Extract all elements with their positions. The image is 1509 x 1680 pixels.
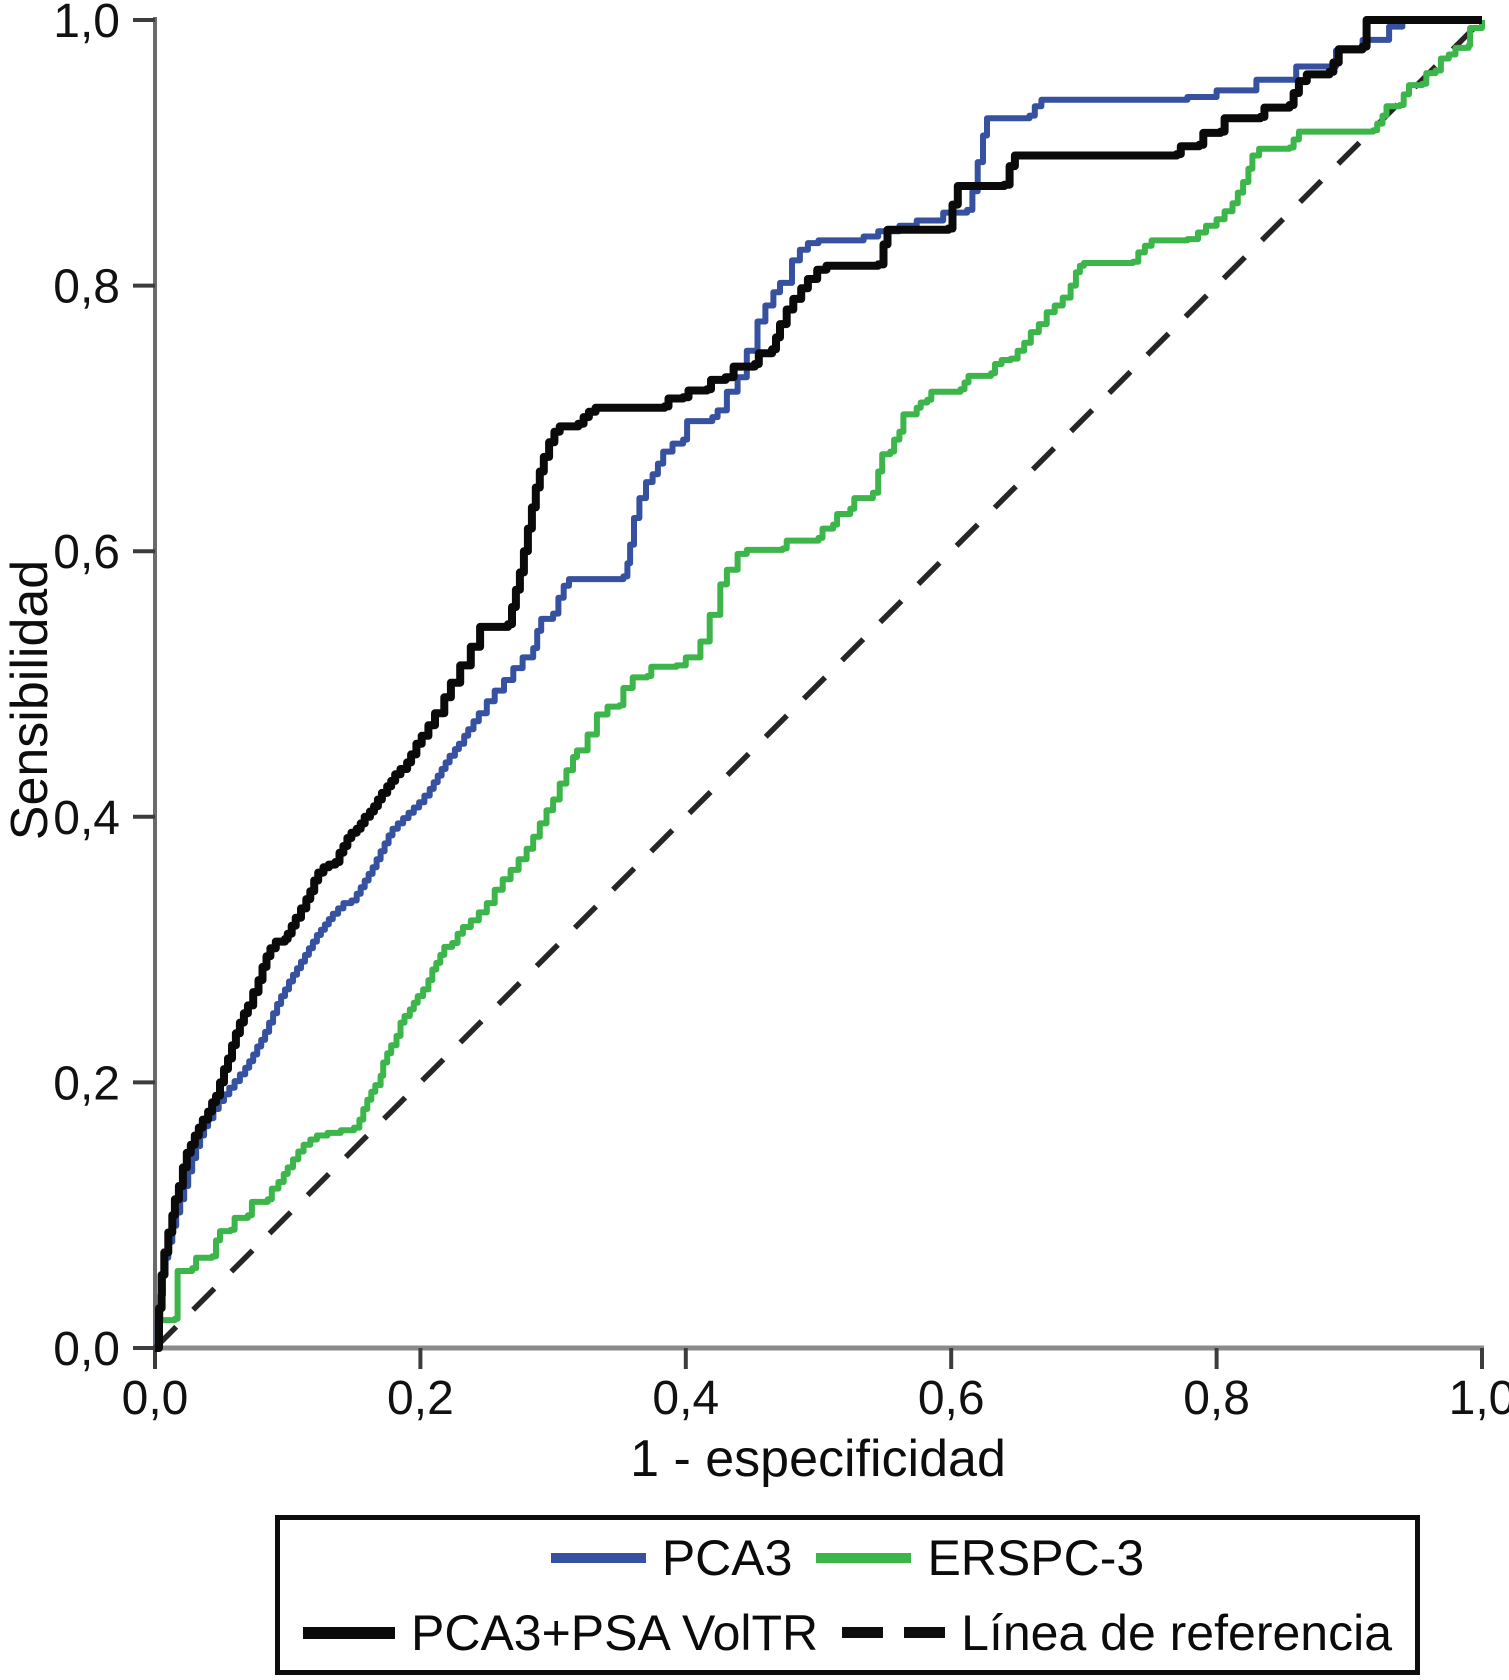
- legend-label-reference-line: Línea de referencia: [961, 1604, 1392, 1661]
- legend-label-erspc3: ERSPC-3: [927, 1529, 1145, 1586]
- erspc3-line-swatch: [816, 1552, 912, 1563]
- x-tick-label: 0,8: [1183, 1372, 1250, 1425]
- series-line-pca3: [154, 17, 1482, 1351]
- y-tick-label: 1,0: [53, 0, 120, 48]
- x-tick-label: 0,2: [387, 1372, 454, 1425]
- legend-label-pca3: PCA3: [661, 1529, 793, 1586]
- y-tick-label: 0,6: [53, 526, 120, 579]
- dash-icon: [842, 1627, 884, 1638]
- y-tick-label: 0,0: [53, 1323, 120, 1376]
- x-tick-label: 0,0: [122, 1372, 189, 1425]
- pca3-line-swatch: [550, 1552, 646, 1563]
- dash-icon: [904, 1627, 946, 1638]
- x-tick-label: 1,0: [1449, 1372, 1509, 1425]
- series-line-l-nea-de-referencia: [153, 18, 1484, 1350]
- legend-row-1: PCA3 ERSPC-3: [280, 1520, 1415, 1595]
- x-axis-title: 1 - especificidad: [630, 1430, 1006, 1488]
- series-line-pca3-psa-voltr: [155, 16, 1482, 1352]
- pca3-psa-voltr-line-swatch: [302, 1626, 395, 1639]
- y-axis-title: Sensibilidad: [1, 559, 59, 841]
- series-line-erspc-3: [155, 20, 1485, 1351]
- legend-box: PCA3 ERSPC-3 PCA3+PSA VolTR Línea de ref…: [275, 1515, 1420, 1675]
- legend-label-pca3-psa-voltr: PCA3+PSA VolTR: [410, 1604, 819, 1661]
- x-tick-label: 0,4: [652, 1372, 719, 1425]
- y-tick-label: 0,8: [53, 261, 120, 314]
- legend-row-2: PCA3+PSA VolTR Línea de referencia: [280, 1595, 1415, 1670]
- y-tick-label: 0,4: [53, 792, 120, 845]
- plot-area: 0,00,0 0,2 0,2 0,4 0,4 0,6 0,6 0,8 0,8 1,0 1,0: [53, 0, 1509, 1425]
- y-tick-label: 0,2: [53, 1057, 120, 1110]
- reference-line-swatch: [842, 1627, 946, 1638]
- x-tick-label: 0,6: [918, 1372, 985, 1425]
